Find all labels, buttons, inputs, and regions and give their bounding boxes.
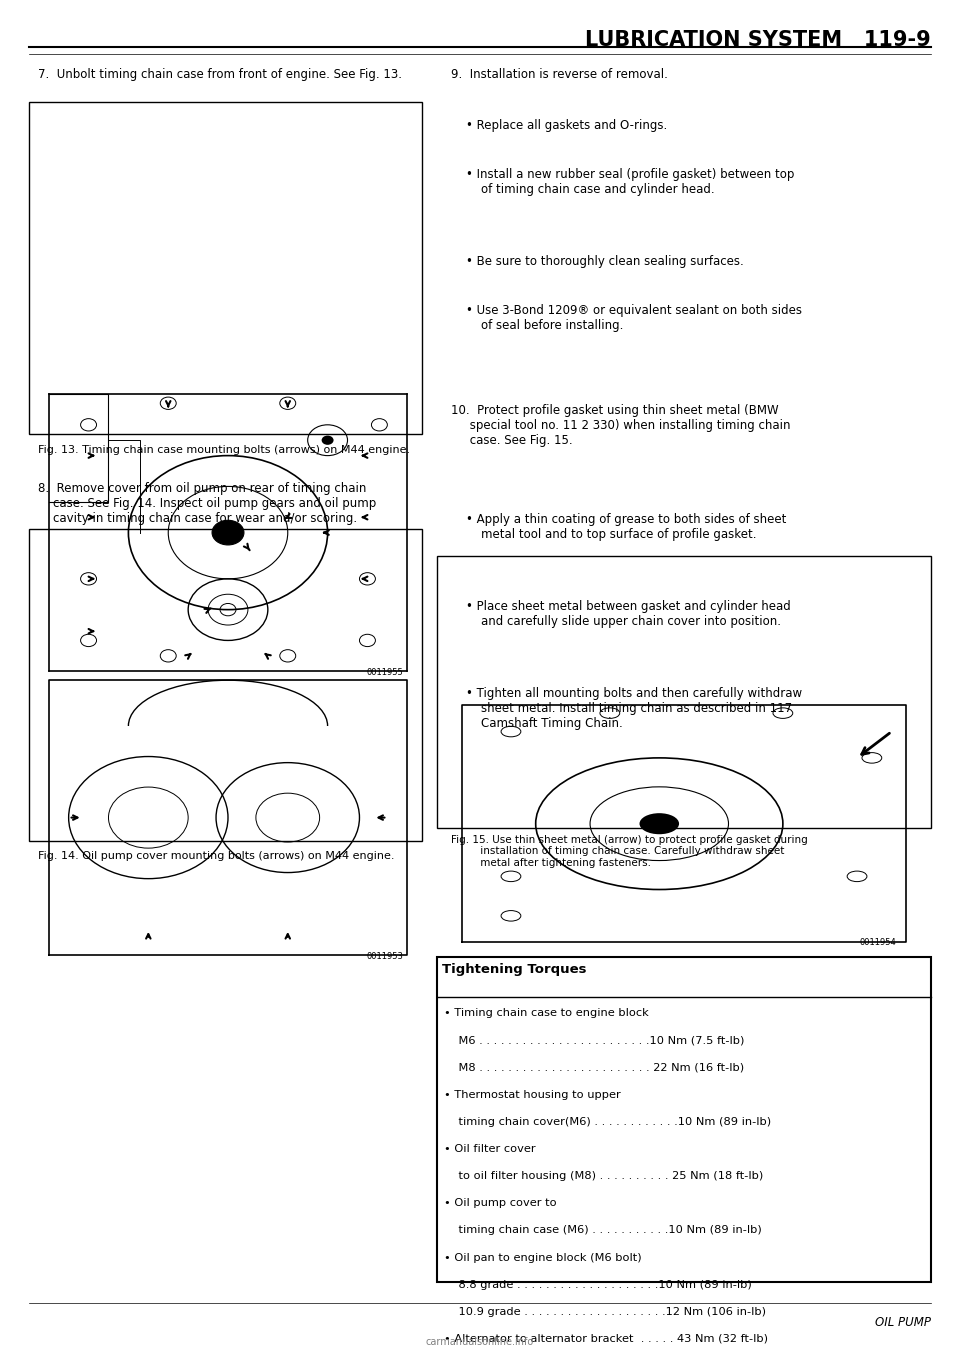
FancyBboxPatch shape [437,957,931,1282]
Text: • Be sure to thoroughly clean sealing surfaces.: • Be sure to thoroughly clean sealing su… [466,255,743,269]
Text: • Install a new rubber seal (profile gasket) between top
    of timing chain cas: • Install a new rubber seal (profile gas… [466,168,794,197]
Text: OIL PUMP: OIL PUMP [876,1316,931,1330]
Text: 7.  Unbolt timing chain case from front of engine. See Fig. 13.: 7. Unbolt timing chain case from front o… [38,68,402,81]
Text: M8 . . . . . . . . . . . . . . . . . . . . . . . . 22 Nm (16 ft-lb): M8 . . . . . . . . . . . . . . . . . . .… [444,1063,745,1072]
FancyBboxPatch shape [437,556,931,828]
Text: • Thermostat housing to upper: • Thermostat housing to upper [444,1090,621,1099]
Text: 0011954: 0011954 [860,939,897,947]
Text: • Alternator to alternator bracket  . . . . . 43 Nm (32 ft-lb): • Alternator to alternator bracket . . .… [444,1334,768,1343]
Text: • Apply a thin coating of grease to both sides of sheet
    metal tool and to to: • Apply a thin coating of grease to both… [466,513,786,541]
Text: • Use 3-Bond 1209® or equivalent sealant on both sides
    of seal before instal: • Use 3-Bond 1209® or equivalent sealant… [466,304,802,332]
Text: 9.  Installation is reverse of removal.: 9. Installation is reverse of removal. [451,68,668,81]
FancyBboxPatch shape [29,529,422,841]
Text: M6 . . . . . . . . . . . . . . . . . . . . . . . .10 Nm (7.5 ft-lb): M6 . . . . . . . . . . . . . . . . . . .… [444,1035,745,1045]
Text: • Replace all gaskets and O-rings.: • Replace all gaskets and O-rings. [466,119,667,133]
Circle shape [212,520,244,546]
Text: 10.9 grade . . . . . . . . . . . . . . . . . . . .12 Nm (106 in-lb): 10.9 grade . . . . . . . . . . . . . . .… [444,1307,766,1316]
Text: • Oil pan to engine block (M6 bolt): • Oil pan to engine block (M6 bolt) [444,1253,642,1262]
Text: • Timing chain case to engine block: • Timing chain case to engine block [444,1008,649,1018]
Text: Fig. 15. Use thin sheet metal (arrow) to protect profile gasket during
         : Fig. 15. Use thin sheet metal (arrow) to… [451,835,808,867]
Text: • Oil filter cover: • Oil filter cover [444,1144,536,1153]
Text: 8.8 grade . . . . . . . . . . . . . . . . . . . .10 Nm (89 in-lb): 8.8 grade . . . . . . . . . . . . . . . … [444,1280,753,1289]
Text: Tightening Torques: Tightening Torques [442,963,587,977]
Text: LUBRICATION SYSTEM   119-9: LUBRICATION SYSTEM 119-9 [586,30,931,50]
Text: • Tighten all mounting bolts and then carefully withdraw
    sheet metal. Instal: • Tighten all mounting bolts and then ca… [466,687,802,730]
Text: • Place sheet metal between gasket and cylinder head
    and carefully slide upp: • Place sheet metal between gasket and c… [466,600,790,628]
Text: to oil filter housing (M8) . . . . . . . . . . 25 Nm (18 ft-lb): to oil filter housing (M8) . . . . . . .… [444,1171,764,1181]
Circle shape [639,813,679,835]
Text: 10.  Protect profile gasket using thin sheet metal (BMW
     special tool no. 11: 10. Protect profile gasket using thin sh… [451,404,791,448]
Text: Fig. 14. Oil pump cover mounting bolts (arrows) on M44 engine.: Fig. 14. Oil pump cover mounting bolts (… [38,851,395,860]
Text: 8.  Remove cover from oil pump on rear of timing chain
    case. See Fig. 14. In: 8. Remove cover from oil pump on rear of… [38,482,376,525]
Text: 0011953: 0011953 [367,953,403,961]
Text: Fig. 13. Timing chain case mounting bolts (arrows) on M44 engine.: Fig. 13. Timing chain case mounting bolt… [38,445,411,455]
Text: • Oil pump cover to: • Oil pump cover to [444,1198,557,1208]
Text: 0011955: 0011955 [367,669,403,677]
FancyBboxPatch shape [29,102,422,434]
Text: timing chain case (M6) . . . . . . . . . . .10 Nm (89 in-lb): timing chain case (M6) . . . . . . . . .… [444,1225,762,1235]
Text: timing chain cover(M6) . . . . . . . . . . . .10 Nm (89 in-lb): timing chain cover(M6) . . . . . . . . .… [444,1117,772,1126]
Text: carmanualsonline.info: carmanualsonline.info [426,1337,534,1346]
Circle shape [322,436,333,445]
